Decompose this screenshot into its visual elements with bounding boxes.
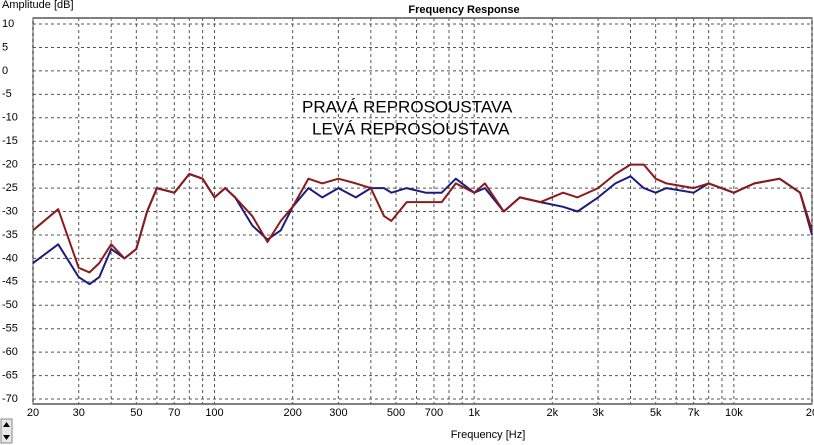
chart-title: Frequency Response — [408, 4, 519, 16]
y-tick-label: -40 — [2, 252, 18, 264]
x-tick-label: 20 — [806, 407, 814, 419]
y-tick-label: -45 — [2, 276, 18, 288]
x-tick-label: 30 — [73, 407, 85, 419]
x-tick-label: 700 — [425, 407, 443, 419]
x-tick-label: 300 — [329, 407, 347, 419]
legend-label: PRAVÁ REPROSOUSTAVA — [302, 97, 513, 116]
y-tick-label: -25 — [2, 182, 18, 194]
x-tick-label: 70 — [168, 407, 180, 419]
series-line — [32, 163, 813, 274]
y-tick-label: -5 — [2, 88, 12, 100]
y-axis-label: Amplitude [dB] — [2, 0, 74, 11]
x-tick-label: 3k — [592, 407, 604, 419]
y-tick-label: -55 — [2, 323, 18, 335]
x-tick-label: 2k — [547, 407, 559, 419]
y-tick-label: -70 — [2, 393, 18, 405]
y-tick-label: -15 — [2, 135, 18, 147]
x-tick-label: 500 — [387, 407, 405, 419]
x-tick-label: 50 — [130, 407, 142, 419]
legend-label: LEVÁ REPROSOUSTAVA — [312, 119, 510, 138]
x-axis-label: Frequency [Hz] — [451, 429, 526, 441]
x-tick-label: 20 — [27, 407, 39, 419]
y-tick-label: 5 — [2, 41, 8, 53]
x-tick-label: 100 — [205, 407, 223, 419]
x-tick-label: 10k — [725, 407, 743, 419]
y-tick-label: -30 — [2, 205, 18, 217]
y-tick-label: 0 — [2, 65, 8, 77]
x-tick-label: 5k — [650, 407, 662, 419]
scroll-box[interactable] — [0, 418, 13, 444]
y-tick-label: 10 — [2, 18, 14, 30]
scroll-widget[interactable] — [0, 418, 13, 444]
scroll-arrows[interactable] — [3, 422, 10, 440]
y-tick-label: -60 — [2, 346, 18, 358]
y-tick-label: -20 — [2, 159, 18, 171]
x-tick-label: 7k — [688, 407, 700, 419]
y-tick-label: -35 — [2, 229, 18, 241]
y-tick-label: -10 — [2, 112, 18, 124]
y-tick-label: -50 — [2, 299, 18, 311]
x-tick-label: 1k — [468, 407, 480, 419]
y-tick-label: -65 — [2, 369, 18, 381]
x-tick-label: 200 — [283, 407, 301, 419]
